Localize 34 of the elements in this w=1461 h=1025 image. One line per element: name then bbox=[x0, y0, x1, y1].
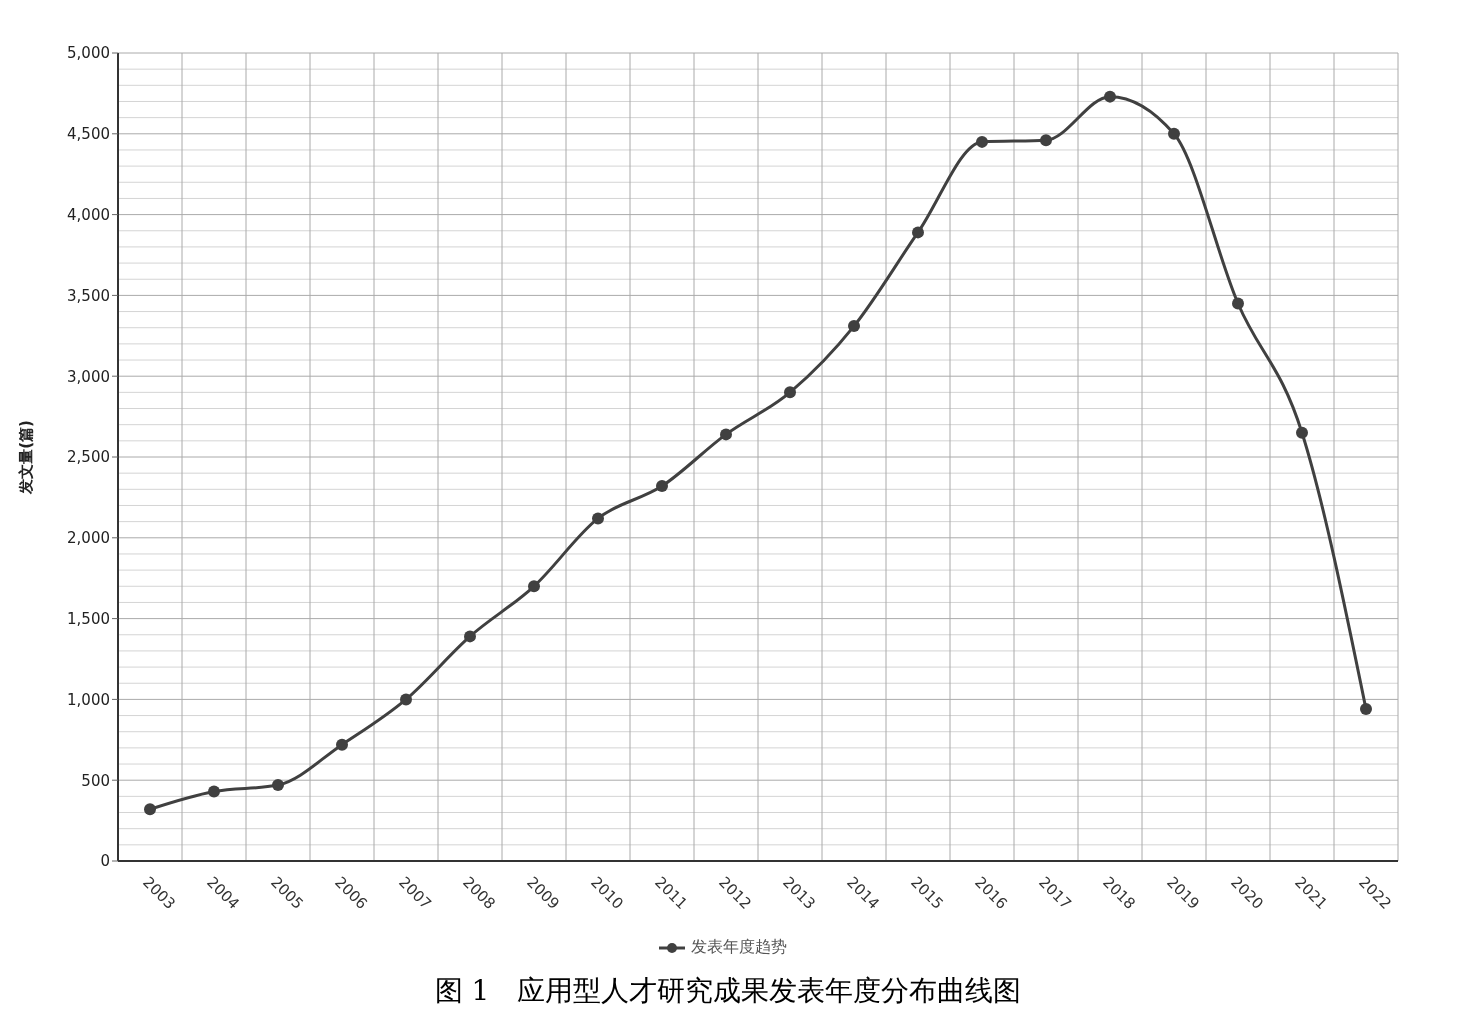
y-tick-label: 3,000 bbox=[67, 367, 110, 386]
point bbox=[656, 480, 668, 493]
y-tick-label: 500 bbox=[81, 771, 110, 790]
point bbox=[912, 226, 924, 239]
point bbox=[784, 386, 796, 399]
point bbox=[1296, 426, 1308, 439]
text: 图 1 应用型人才研究成果发表年度分布曲线图 bbox=[433, 973, 1023, 1009]
point bbox=[1232, 297, 1244, 310]
y-tick-label: 4,000 bbox=[67, 205, 110, 224]
point bbox=[208, 785, 220, 798]
y-tick-label: 1,500 bbox=[67, 609, 110, 628]
legend-label: 发表年度趋势 bbox=[691, 937, 787, 958]
y-tick-label: 0 bbox=[100, 852, 110, 871]
point bbox=[1360, 703, 1372, 716]
point bbox=[400, 693, 412, 706]
point bbox=[1040, 134, 1052, 147]
point bbox=[144, 803, 156, 816]
point bbox=[848, 320, 860, 333]
point bbox=[464, 630, 476, 643]
y-tick-label: 2,000 bbox=[67, 529, 110, 548]
point bbox=[272, 779, 284, 792]
point bbox=[720, 428, 732, 441]
point bbox=[1104, 90, 1116, 103]
y-tick-label: 4,500 bbox=[67, 125, 110, 144]
y-tick-label: 2,500 bbox=[67, 448, 110, 467]
point bbox=[592, 512, 604, 525]
y-tick-label: 3,500 bbox=[67, 286, 110, 305]
point bbox=[336, 738, 348, 751]
y-axis-title: 发文量(篇) bbox=[17, 420, 36, 495]
y-tick-label: 5,000 bbox=[67, 44, 110, 63]
point bbox=[976, 135, 988, 148]
y-tick-label: 1,000 bbox=[67, 690, 110, 709]
point bbox=[528, 580, 540, 593]
point bbox=[1168, 127, 1180, 140]
